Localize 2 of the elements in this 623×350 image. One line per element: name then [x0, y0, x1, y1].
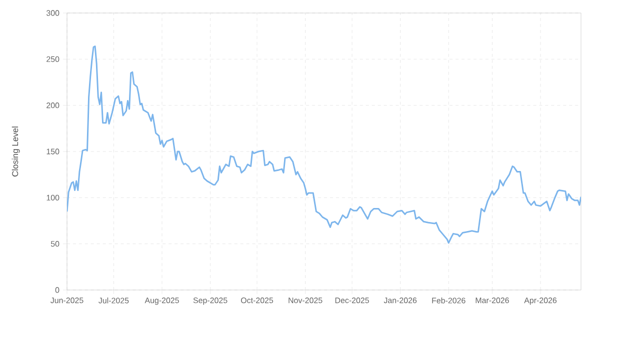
line-series — [67, 45, 582, 244]
y-axis-title: Closing Level — [12, 126, 20, 176]
